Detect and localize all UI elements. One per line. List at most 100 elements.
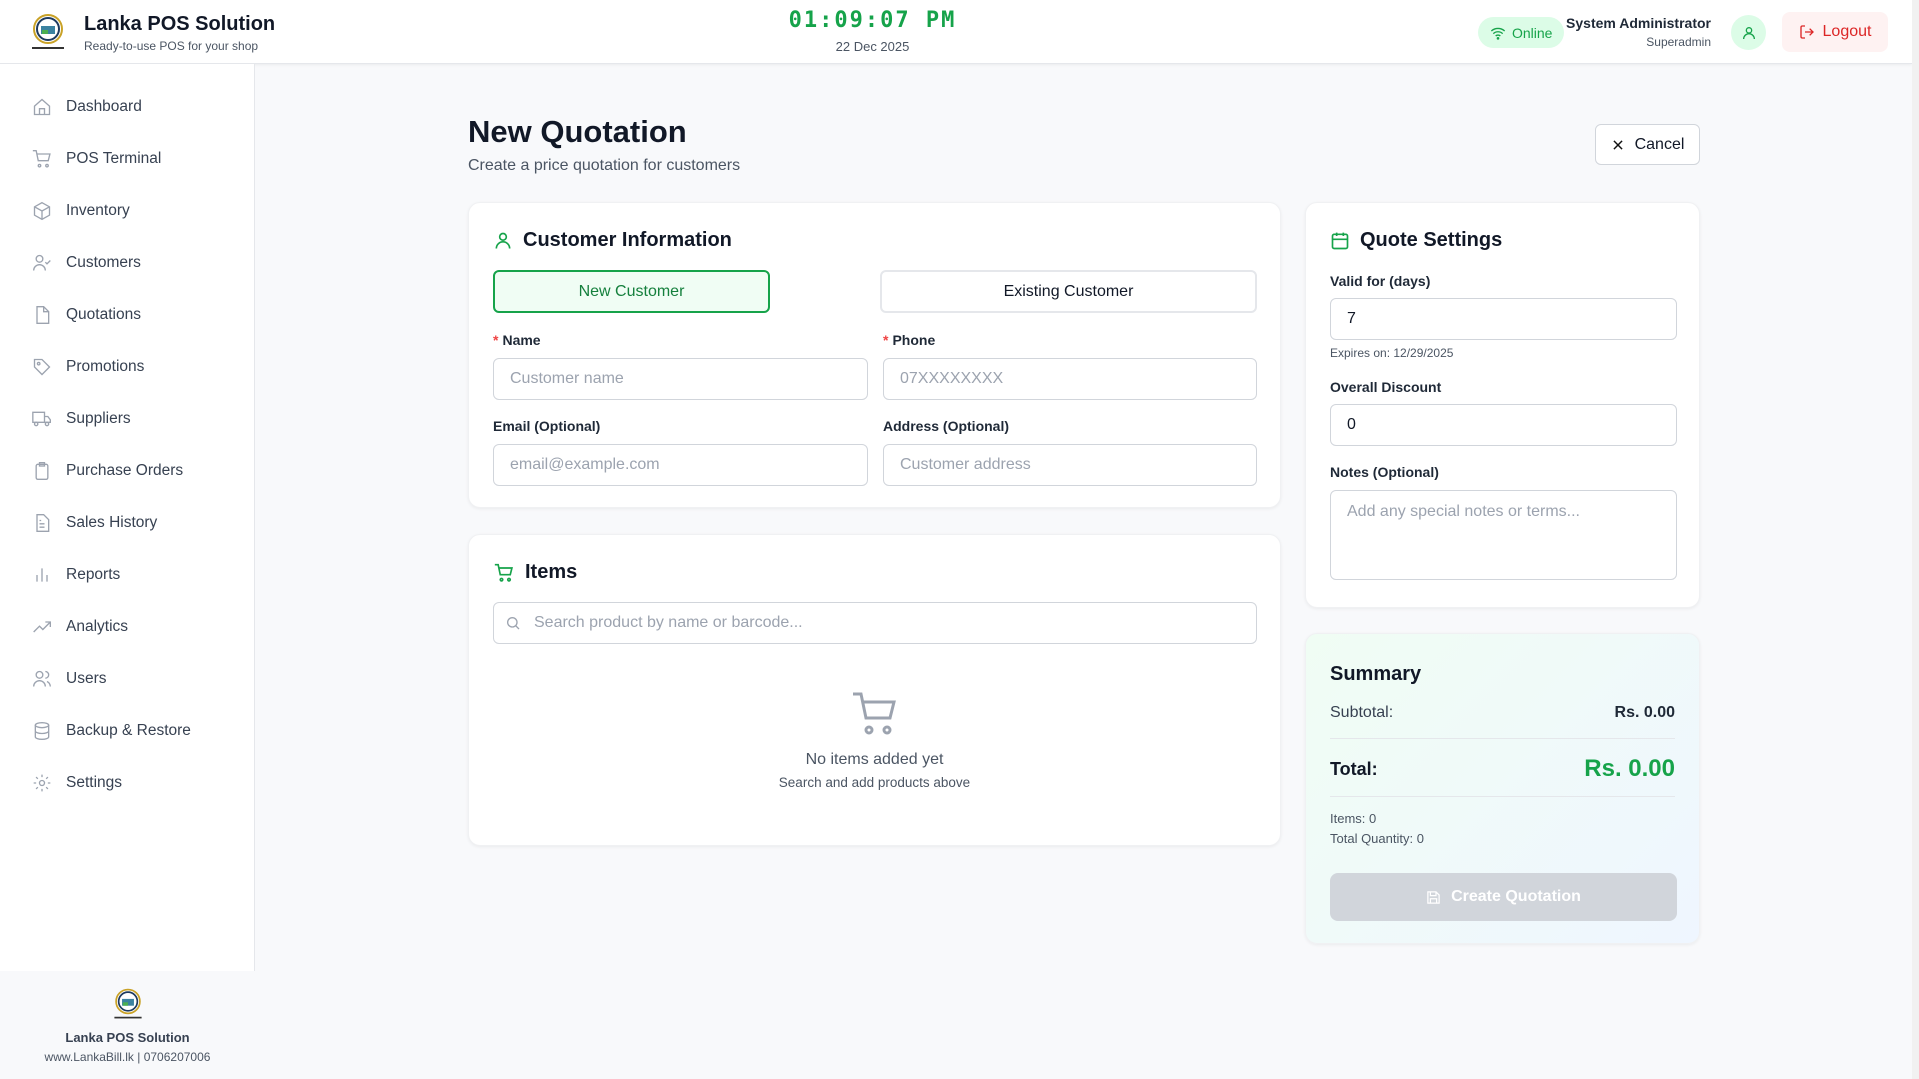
sidebar-item-customers[interactable]: Customers <box>0 237 254 289</box>
empty-title: No items added yet <box>805 751 944 768</box>
cancel-button[interactable]: Cancel <box>1595 124 1700 165</box>
name-input[interactable]: Customer name <box>493 358 868 400</box>
trending-up-icon <box>33 621 51 633</box>
notes-textarea[interactable]: Add any special notes or terms... <box>1330 490 1677 580</box>
sidebar-item-pos-terminal[interactable]: POS Terminal <box>0 133 254 185</box>
total-label: Total: <box>1330 758 1378 779</box>
sidebar-item-suppliers[interactable]: Suppliers <box>0 393 254 445</box>
sidebar-item-settings[interactable]: Settings <box>0 757 254 809</box>
scrollbar[interactable] <box>1912 0 1919 1079</box>
footer-contact: www.LankaBill.lk | 0706207006 <box>44 1050 211 1064</box>
truck-icon <box>32 411 51 427</box>
gear-icon <box>33 774 51 792</box>
expires-text: Expires on: 12/29/2025 <box>1330 346 1454 360</box>
overall-discount-input[interactable]: 0 <box>1330 404 1677 446</box>
user-name: System Administrator <box>1566 15 1711 31</box>
tag-icon <box>33 358 51 376</box>
online-status-badge: Online <box>1478 17 1565 48</box>
sidebar-item-label: Dashboard <box>66 98 142 115</box>
top-header: Lanka POS Solution Ready-to-use POS for y… <box>0 0 1912 64</box>
footer-logo <box>113 988 142 1019</box>
total-value: Rs. 0.00 <box>1584 755 1675 782</box>
sidebar-item-label: Inventory <box>66 202 130 219</box>
logout-icon <box>1799 25 1814 39</box>
wifi-icon <box>1490 27 1506 40</box>
sidebar-item-label: Quotations <box>66 306 141 323</box>
sidebar-item-label: Settings <box>66 774 123 791</box>
sidebar-item-analytics[interactable]: Analytics <box>0 601 254 653</box>
email-label: Email (Optional) <box>493 418 601 434</box>
cart-icon <box>32 150 51 168</box>
card-title: Customer Information <box>523 229 732 251</box>
card-title: Quote Settings <box>1360 229 1503 251</box>
search-icon <box>507 617 520 630</box>
sidebar-item-backup-restore[interactable]: Backup & Restore <box>0 705 254 757</box>
page-title: New Quotation <box>468 114 687 149</box>
sidebar-item-quotations[interactable]: Quotations <box>0 289 254 341</box>
email-input[interactable]: email@example.com <box>493 444 868 486</box>
avatar[interactable] <box>1731 15 1766 50</box>
empty-subtitle: Search and add products above <box>778 775 971 790</box>
close-icon <box>1612 139 1623 150</box>
sidebar-item-dashboard[interactable]: Dashboard <box>0 81 254 133</box>
app-logo <box>32 14 64 49</box>
logout-button[interactable]: Logout <box>1782 12 1888 52</box>
valid-days-input[interactable]: 7 <box>1330 298 1677 340</box>
file-text-icon <box>36 514 50 532</box>
database-icon <box>34 722 50 741</box>
user-role: Superadmin <box>1646 35 1711 49</box>
file-icon <box>36 306 50 324</box>
sidebar-item-label: POS Terminal <box>66 150 162 167</box>
sidebar-item-purchase-orders[interactable]: Purchase Orders <box>0 445 254 497</box>
bar-chart-icon <box>36 568 48 582</box>
create-quotation-button[interactable]: Create Quotation <box>1330 873 1677 921</box>
tab-existing-customer[interactable]: Existing Customer <box>880 270 1257 313</box>
phone-input[interactable]: 07XXXXXXXX <box>883 358 1257 400</box>
sidebar-item-label: Analytics <box>66 618 129 635</box>
user-check-icon <box>33 254 51 271</box>
subtotal-value: Rs. 0.00 <box>1614 704 1675 721</box>
sidebar-footer: Lanka POS Solution www.LankaBill.lk | 07… <box>0 971 255 1079</box>
cart-icon <box>494 563 513 582</box>
create-quotation-label: Create Quotation <box>1451 888 1581 905</box>
sidebar: Dashboard POS Terminal Inventory Customers Q… <box>0 64 255 971</box>
logout-label: Logout <box>1822 23 1872 40</box>
sidebar-item-sales-history[interactable]: Sales History <box>0 497 254 549</box>
sidebar-item-label: Users <box>66 670 107 687</box>
box-icon <box>33 201 51 221</box>
notes-label: Notes (Optional) <box>1330 464 1439 480</box>
clock-time: 01:09:07 PM <box>788 8 957 33</box>
cancel-label: Cancel <box>1634 135 1685 153</box>
address-input[interactable]: Customer address <box>883 444 1257 486</box>
quote-settings-card: Quote Settings Valid for (days) 7 Expire… <box>1305 202 1700 608</box>
calendar-icon <box>1331 232 1349 249</box>
overall-discount-label: Overall Discount <box>1330 379 1442 395</box>
sidebar-item-promotions[interactable]: Promotions <box>0 341 254 393</box>
valid-days-label: Valid for (days) <box>1330 273 1431 289</box>
app-title: Lanka POS Solution <box>84 13 276 35</box>
sidebar-item-label: Backup & Restore <box>66 722 191 739</box>
clipboard-icon <box>35 462 49 480</box>
sidebar-item-label: Suppliers <box>66 410 131 427</box>
phone-label: * Phone <box>883 332 936 348</box>
sidebar-item-label: Customers <box>66 254 141 271</box>
sidebar-item-inventory[interactable]: Inventory <box>0 185 254 237</box>
sidebar-item-reports[interactable]: Reports <box>0 549 254 601</box>
user-icon <box>495 232 511 249</box>
user-icon <box>1742 26 1755 39</box>
product-search-input[interactable]: Search product by name or barcode... <box>493 602 1257 644</box>
tab-new-customer[interactable]: New Customer <box>493 270 770 313</box>
total-quantity: Total Quantity: 0 <box>1330 831 1424 846</box>
save-icon <box>1427 890 1440 904</box>
sidebar-item-users[interactable]: Users <box>0 653 254 705</box>
card-title: Items <box>525 561 578 583</box>
online-label: Online <box>1512 24 1553 41</box>
page-subtitle: Create a price quotation for customers <box>468 157 741 174</box>
summary-card: Summary Subtotal: Rs. 0.00 Total: Rs. 0.00… <box>1305 633 1700 944</box>
sidebar-item-label: Reports <box>66 566 121 583</box>
empty-cart-icon <box>853 692 896 735</box>
address-label: Address (Optional) <box>883 418 1010 434</box>
clock-date: 22 Dec 2025 <box>835 39 910 54</box>
summary-title: Summary <box>1330 663 1422 685</box>
sidebar-item-label: Purchase Orders <box>66 462 184 479</box>
